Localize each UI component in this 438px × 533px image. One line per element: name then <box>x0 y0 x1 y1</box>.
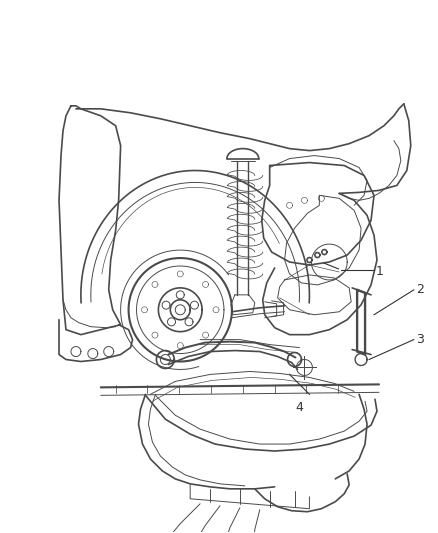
Text: 4: 4 <box>296 401 304 414</box>
Text: 1: 1 <box>376 265 384 278</box>
Text: 2: 2 <box>416 284 424 296</box>
Text: 3: 3 <box>416 333 424 346</box>
